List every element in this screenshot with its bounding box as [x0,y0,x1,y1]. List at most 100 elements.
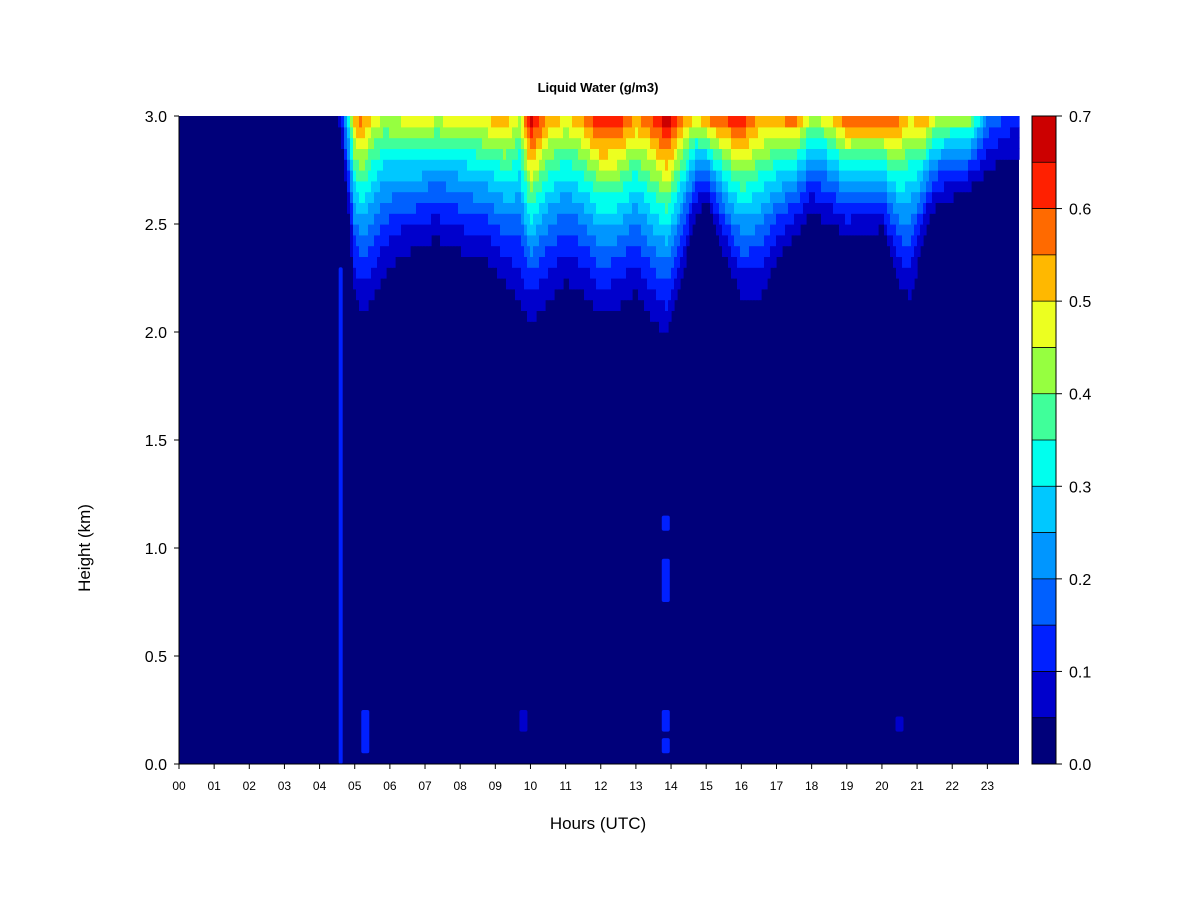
heatmap-cell [986,148,990,160]
heatmap-cell [908,170,912,182]
heatmap-cell [653,148,657,160]
heatmap-cell [569,245,573,257]
heatmap-cell [449,126,453,139]
heatmap-cell [455,234,459,247]
heatmap-cell [965,180,969,193]
heatmap-cell [659,310,663,322]
heatmap-cell [590,126,594,139]
heatmap-cell [530,245,534,257]
heatmap-cell [467,245,471,257]
heatmap-cell [779,191,783,203]
heatmap-cell [371,170,375,182]
heatmap-cell [764,180,768,193]
heatmap-cell [572,245,576,257]
heatmap-cell [1013,126,1017,139]
heatmap-cell [542,116,546,128]
heatmap-cell [638,191,642,203]
heatmap-cell [473,180,477,193]
heatmap-cell [482,180,486,193]
heatmap-cell [389,213,393,225]
heatmap-cell [611,267,615,279]
heatmap-cell [893,159,897,171]
heatmap-cell [704,170,708,182]
heatmap-cell [734,245,738,257]
heatmap-cell [356,159,360,171]
heatmap-cell [917,234,921,247]
heatmap-cell [797,224,801,236]
heatmap-cell [743,148,747,160]
heatmap-cell [614,256,618,268]
heatmap-cell [635,213,639,225]
heatmap-cell [437,137,441,149]
heatmap-cell [920,180,924,193]
heatmap-cell [833,213,837,225]
heatmap-cell [563,159,567,171]
heatmap-cell [773,234,777,247]
heatmap-cell [626,278,630,290]
heatmap-cell [560,148,564,160]
heatmap-cell [755,126,759,139]
heatmap-cell [464,148,468,160]
heatmap-cell [680,126,684,139]
heatmap-cell [926,148,930,160]
heatmap-cell [911,191,915,203]
heatmap-cell [932,170,936,182]
heatmap-cell [1001,116,1005,128]
heatmap-cell [893,245,897,257]
heatmap-cell [917,202,921,214]
heatmap-cell [911,170,915,182]
heatmap-cell [653,170,657,182]
y-tick-label: 3.0 [145,109,167,126]
heatmap-cell [743,267,747,279]
heatmap-cell [557,159,561,171]
heatmap-cell [392,126,396,139]
heatmap-cell [515,267,519,279]
heatmap-cell [566,245,570,257]
heatmap-cell [539,245,543,257]
heatmap-cell [449,116,453,128]
heatmap-cell [353,148,357,160]
heatmap-cell [596,234,600,247]
heatmap-cell [431,170,435,182]
heatmap-cell [542,234,546,247]
heatmap-cell [344,116,348,128]
heatmap-cell [449,202,453,214]
heatmap-cell [359,234,363,247]
heatmap-cell [779,180,783,193]
heatmap-cell [785,126,789,139]
heatmap-cell [683,224,687,236]
heatmap-cell [782,170,786,182]
heatmap-cell [518,148,522,160]
heatmap-cell [548,245,552,257]
heatmap-cell [896,256,900,268]
heatmap-cell [374,180,378,193]
heatmap-cell [911,159,915,171]
heatmap-cell [614,159,618,171]
x-tick-label: 17 [770,779,784,793]
heatmap-cell [743,256,747,268]
heatmap-cell [710,148,714,160]
heatmap-cell [875,213,879,225]
heatmap-cell [458,148,462,160]
heatmap-cell [686,116,690,128]
heatmap-cell [518,180,522,193]
heatmap-cell [440,148,444,160]
heatmap-cell [428,224,432,236]
heatmap-cell [572,137,576,149]
heatmap-cell [899,159,903,171]
heatmap-cell [623,180,627,193]
heatmap-cell [458,234,462,247]
heatmap-cell [365,224,369,236]
heatmap-cell [872,116,876,128]
heatmap-cell [533,116,537,128]
heatmap-cell [605,245,609,257]
heatmap-cell [575,224,579,236]
heatmap-cell [809,180,813,193]
heatmap-cell [506,126,510,139]
heatmap-cell [773,137,777,149]
heatmap-cell [539,170,543,182]
heatmap-cell [707,159,711,171]
heatmap-cell [908,224,912,236]
heatmap-cell [611,116,615,128]
heatmap-cell [731,148,735,160]
